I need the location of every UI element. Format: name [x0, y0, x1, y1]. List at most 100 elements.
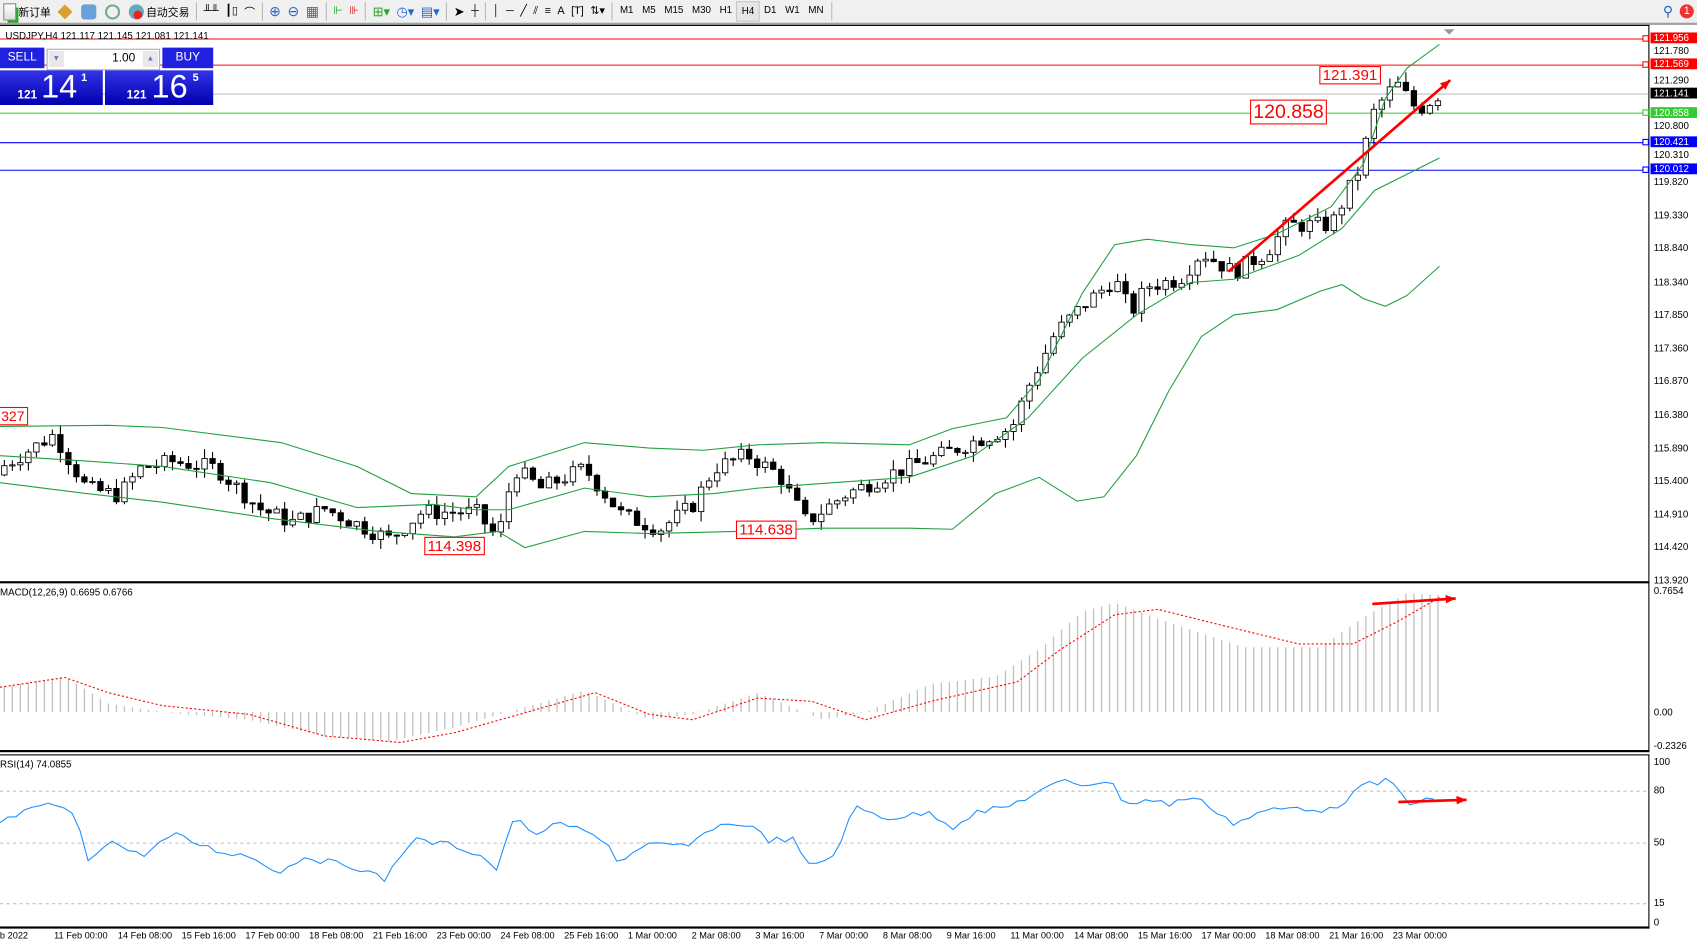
candle: [489, 517, 497, 536]
price-axis-tick: 114.910: [1653, 508, 1689, 520]
text-label-button[interactable]: [T]: [568, 1, 587, 22]
timeframe-h1-button[interactable]: H1: [719, 4, 733, 16]
candlestick-button[interactable]: ┃▯: [222, 1, 241, 22]
signals-button[interactable]: [102, 1, 126, 22]
price-annotation-label: 114.398: [424, 536, 485, 556]
buy-button[interactable]: BUY: [162, 47, 214, 69]
horizontal-line-icon: ─: [506, 5, 514, 18]
candle: [577, 462, 585, 471]
candle: [1042, 344, 1049, 374]
trend-arrow: [1227, 79, 1452, 273]
search-button[interactable]: ⚲: [1660, 1, 1677, 22]
price-chart[interactable]: [0, 24, 1650, 584]
candle: [505, 482, 513, 529]
chart-header: USDJPY,H4 121.117 121.145 121.081 121.14…: [5, 30, 209, 42]
candle: [329, 508, 336, 517]
macd-pane[interactable]: MACD(12,26,9) 0.6695 0.6766: [0, 582, 1650, 753]
line-chart-button[interactable]: ⌒: [241, 1, 258, 22]
bar-chart-button[interactable]: ╨╨: [200, 1, 222, 22]
terminal-button[interactable]: [78, 1, 102, 22]
candle: [850, 487, 857, 504]
notifications-button[interactable]: 1: [1676, 1, 1697, 22]
candle: [561, 474, 569, 487]
periods-button[interactable]: ◷▾: [393, 1, 417, 22]
horizontal-line-button[interactable]: ─: [503, 1, 517, 22]
text-button[interactable]: A: [554, 1, 568, 22]
zoom-out-button[interactable]: ⊖: [284, 1, 302, 22]
timeframe-m30-button[interactable]: M30: [691, 4, 711, 16]
auto-trading-icon: [128, 3, 144, 19]
candle: [810, 513, 817, 526]
candle: [826, 498, 833, 515]
candle: [649, 524, 657, 538]
candle: [1050, 332, 1057, 356]
timeframe-mn-button[interactable]: MN: [808, 4, 824, 16]
candle: [1322, 210, 1329, 234]
candle: [713, 463, 721, 488]
time-axis-label: 21 Mar 16:00: [1329, 929, 1384, 941]
timeframe-m1-button[interactable]: M1: [619, 4, 634, 16]
vertical-line-button[interactable]: │: [490, 1, 503, 22]
text-label-icon: [T]: [571, 5, 584, 18]
candle: [217, 460, 224, 484]
candle: [866, 479, 873, 497]
candle: [393, 534, 400, 545]
timeframe-h4-button[interactable]: H4: [736, 1, 760, 22]
candle: [938, 441, 945, 458]
timeframe-w1-button[interactable]: W1: [785, 4, 800, 16]
auto-trading-label: 自动交易: [146, 7, 190, 20]
candle: [433, 496, 440, 526]
macd-axis-min: -0.2326: [1653, 740, 1687, 752]
fibonacci-button[interactable]: ≡: [541, 1, 554, 22]
new-order-button[interactable]: 新订单: [0, 1, 54, 22]
lot-increase-icon[interactable]: ▲: [142, 50, 159, 68]
candle: [1122, 273, 1129, 304]
indicators-button[interactable]: ⊞▾: [369, 1, 393, 22]
candle: [890, 460, 897, 492]
candle: [1154, 278, 1161, 296]
candle: [946, 440, 953, 449]
zoom-in-button[interactable]: ⊕: [266, 1, 284, 22]
chart-shift-button[interactable]: ⊪: [346, 1, 362, 22]
cursor-button[interactable]: ➤: [450, 1, 467, 22]
arrows-icon: ⇅▾: [590, 5, 605, 18]
timeframe-m15-button[interactable]: M15: [664, 4, 684, 16]
tile-windows-button[interactable]: ▦: [303, 1, 323, 22]
candle: [1218, 261, 1225, 279]
timeframe-d1-button[interactable]: D1: [763, 4, 777, 16]
candle: [105, 484, 112, 495]
candle: [473, 498, 481, 516]
trendline-button[interactable]: ╱: [517, 1, 530, 22]
toolbar: 新订单 自动交易 ╨╨ ┃▯ ⌒ ⊕ ⊖ ▦ ⊩ ⊪ ⊞▾ ◷▾ ▤▾ ➤ ┼ …: [0, 0, 1697, 25]
rsi-trend-arrow: [1398, 795, 1467, 805]
metaeditor-button[interactable]: [54, 1, 78, 22]
channel-button[interactable]: ⫽: [530, 1, 541, 22]
candle: [754, 455, 761, 476]
candle: [537, 476, 545, 489]
auto-trading-button[interactable]: 自动交易: [126, 1, 193, 22]
sell-button[interactable]: SELL: [0, 47, 45, 69]
candle: [625, 508, 633, 516]
candle: [1314, 208, 1321, 224]
time-axis-label: Feb 2022: [0, 929, 29, 941]
line-chart-icon: ⌒: [244, 7, 256, 20]
bid-quote[interactable]: 121 14 1: [0, 70, 103, 105]
arrows-button[interactable]: ⇅▾: [587, 1, 608, 22]
rsi-line: [0, 777, 1434, 883]
level-line-handle: [1642, 61, 1649, 68]
candle: [1194, 258, 1201, 285]
templates-button[interactable]: ▤▾: [418, 1, 443, 22]
tile-windows-icon: ▦: [305, 2, 320, 19]
rsi-pane[interactable]: RSI(14) 74.0855: [0, 754, 1650, 929]
crosshair-button[interactable]: ┼: [468, 1, 482, 22]
lot-decrease-icon[interactable]: ▼: [48, 50, 64, 68]
bollinger-middle-band: [0, 157, 1440, 511]
candle: [1338, 205, 1345, 225]
ask-quote[interactable]: 121 16 5: [104, 70, 214, 105]
auto-scroll-button[interactable]: ⊩: [330, 1, 346, 22]
timeframe-m5-button[interactable]: M5: [642, 4, 656, 16]
candle: [185, 455, 192, 470]
lot-size-input[interactable]: ▼ 1.00 ▲: [46, 48, 161, 71]
candle: [1266, 249, 1273, 262]
candle: [193, 460, 200, 478]
